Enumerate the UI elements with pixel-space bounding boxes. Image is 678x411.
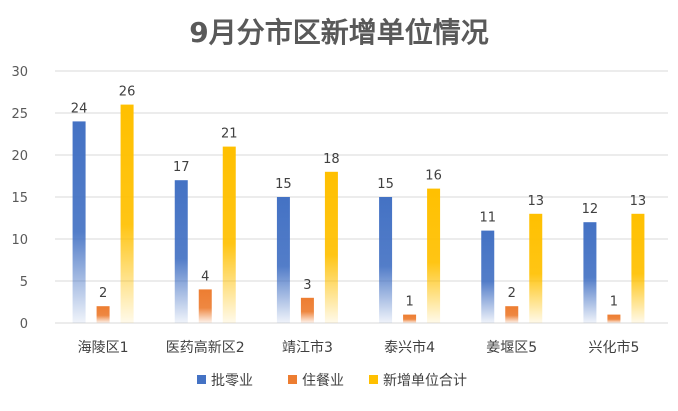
data-label: 24 [71,101,88,116]
category-label: 靖江市3 [282,339,333,356]
data-label: 21 [221,127,238,142]
y-axis-ticks: 0 5 10 15 20 25 30 [11,65,28,332]
bar [631,213,645,323]
legend-swatch [369,375,378,384]
data-label: 12 [582,202,599,217]
legend-label: 住餐业 [302,373,344,389]
bars [72,104,645,324]
bar [96,306,110,323]
legend-label: 新增单位合计 [383,373,467,389]
gridlines [55,70,668,324]
bar [222,146,236,323]
bar [529,213,543,323]
chart-title: 9月分市区新增单位情况 [189,16,488,49]
category-labels: 海陵区1 医药高新区2 靖江市3 泰兴市4 姜堰区5 兴化市5 [78,339,640,356]
data-label: 1 [405,295,413,310]
bar [583,222,597,323]
y-tick-label: 20 [11,149,28,164]
bar [607,314,621,323]
y-tick-label: 30 [11,65,28,80]
legend-label: 批零业 [211,373,253,389]
bar [481,230,495,323]
legend-swatch [288,375,297,384]
data-label: 18 [323,152,340,167]
bar [198,289,212,323]
bar [174,180,188,323]
category-label: 泰兴市4 [384,339,435,356]
bar [505,306,519,323]
data-label: 11 [479,211,496,226]
category-label: 兴化市5 [588,339,639,356]
legend: 批零业 住餐业 新增单位合计 [197,373,467,389]
category-label: 海陵区1 [78,340,129,356]
data-label: 15 [275,177,292,192]
bar [403,314,417,323]
data-label: 13 [527,194,544,209]
data-label: 4 [201,269,209,284]
data-labels: 24 2 26 17 4 21 15 3 18 15 1 16 11 2 13 12 1 13 [71,85,646,310]
data-label: 2 [508,286,516,301]
y-tick-label: 10 [11,233,28,248]
y-tick-label: 0 [20,317,28,332]
y-tick-label: 15 [11,191,28,206]
bar [300,297,314,323]
y-tick-label: 25 [11,107,28,122]
data-label: 2 [99,286,107,301]
bar [72,121,86,324]
bar [379,197,393,323]
data-label: 1 [610,295,618,310]
data-label: 26 [119,85,136,100]
data-label: 16 [425,169,442,184]
category-label: 医药高新区2 [166,339,245,356]
data-label: 3 [303,278,311,293]
category-label: 姜堰区5 [486,340,537,356]
legend-swatch [197,375,206,384]
bar [120,104,134,323]
y-tick-label: 5 [20,275,28,290]
bar [427,188,441,323]
data-label: 15 [377,177,394,192]
data-label: 13 [630,194,647,209]
data-label: 17 [173,160,190,175]
bar [324,171,338,323]
bar [276,197,290,323]
